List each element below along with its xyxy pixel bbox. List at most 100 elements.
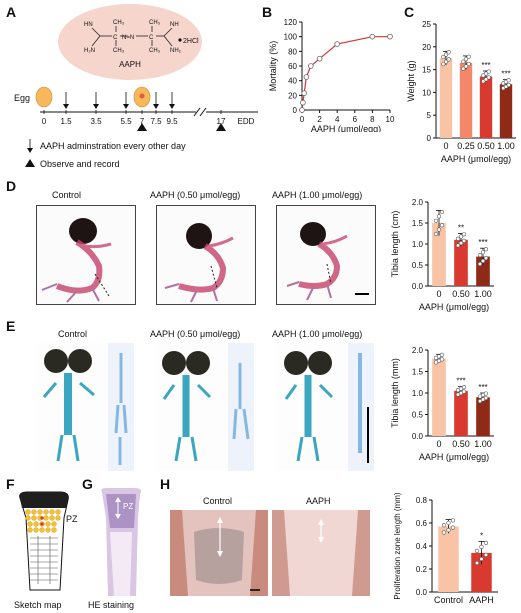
panel-label-c: C bbox=[404, 4, 415, 20]
data-point bbox=[486, 69, 491, 74]
mortality-point bbox=[369, 33, 376, 40]
timeline-tick-label: 7.5 bbox=[150, 117, 162, 126]
proliferation-cells bbox=[25, 509, 61, 533]
observe-triangle-2 bbox=[216, 123, 226, 131]
significance-label: *** bbox=[456, 377, 465, 386]
y-tick-label: 1.0 bbox=[412, 389, 424, 398]
x-tick-label: 10 bbox=[386, 115, 395, 124]
histology-control bbox=[170, 510, 268, 596]
x-tick-label: 0 bbox=[443, 141, 448, 151]
timeline-tick-label: 5.5 bbox=[120, 117, 132, 126]
legend-arrow-icon bbox=[27, 148, 33, 153]
data-point bbox=[433, 231, 439, 237]
y-axis-label: Mortality (%) bbox=[268, 41, 278, 92]
data-point bbox=[480, 258, 486, 264]
data-point bbox=[466, 61, 471, 67]
data-point bbox=[441, 530, 447, 535]
y-tick-label: 0.2 bbox=[416, 565, 428, 574]
x-tick-label: 1.00 bbox=[474, 289, 492, 299]
data-point bbox=[441, 523, 447, 528]
y-tick-label: 80 bbox=[288, 47, 297, 56]
y-axis-label: Proliferation zone length (mm) bbox=[393, 492, 402, 599]
data-point bbox=[461, 232, 467, 237]
bar bbox=[438, 526, 459, 592]
observe-triangle-1 bbox=[137, 123, 147, 131]
timeline-tick-label: 17 bbox=[217, 117, 226, 126]
panel-e-title-050: AAPH (0.50 μmol/egg) bbox=[150, 329, 241, 339]
data-point bbox=[486, 75, 491, 80]
panel-a-schematic: HN H₂N C N=N C CH₃ CH₃ CH₃ CH₃ NH NH₂ 2H… bbox=[14, 4, 258, 169]
bar bbox=[439, 58, 453, 139]
y-tick-label: 0.6 bbox=[416, 519, 428, 528]
skeleton-photo-control bbox=[36, 205, 136, 305]
data-point bbox=[436, 227, 442, 232]
data-point bbox=[439, 357, 445, 362]
y-tick-label: 10 bbox=[422, 88, 431, 97]
sketch-map-diagram bbox=[19, 491, 69, 591]
legend-arrow-text: AAPH adminstration every other day bbox=[40, 141, 186, 151]
data-point bbox=[458, 241, 464, 246]
data-point bbox=[461, 238, 467, 244]
y-tick-label: 0.0 bbox=[416, 588, 428, 597]
bar bbox=[479, 76, 493, 138]
significance-label: *** bbox=[478, 238, 487, 247]
bar bbox=[432, 223, 446, 286]
y-tick-label: 1.5 bbox=[412, 219, 424, 228]
bar bbox=[476, 397, 490, 436]
y-tick-label: 1.5 bbox=[412, 368, 424, 377]
y-axis-label: Tibia length (cm) bbox=[390, 211, 400, 278]
svg-text:CH₃: CH₃ bbox=[113, 48, 125, 54]
bar bbox=[459, 62, 473, 139]
x-tick-label: 4 bbox=[335, 115, 340, 124]
panel-h-title-aaph: AAPH bbox=[306, 496, 331, 506]
timeline-tick-label: EDD bbox=[238, 117, 255, 126]
significance-label: *** bbox=[501, 70, 510, 79]
svg-text:CH₃: CH₃ bbox=[149, 48, 161, 54]
y-tick-label: 100 bbox=[284, 33, 298, 42]
data-point bbox=[443, 59, 449, 64]
egg-label: Egg bbox=[14, 93, 30, 103]
data-point bbox=[477, 261, 483, 267]
panel-label-e: E bbox=[6, 318, 16, 334]
mortality-point bbox=[300, 99, 306, 106]
mortality-point bbox=[316, 55, 323, 62]
data-point bbox=[450, 525, 456, 530]
panel-label-g: G bbox=[82, 476, 93, 492]
sketch-pz-label: PZ bbox=[66, 514, 78, 524]
y-tick-label: 0.5 bbox=[412, 261, 424, 270]
skeleton-photo-050 bbox=[156, 205, 256, 305]
svg-text:CH₃: CH₃ bbox=[113, 20, 125, 26]
mortality-point bbox=[387, 33, 393, 40]
significance-label: * bbox=[480, 531, 483, 540]
data-point bbox=[479, 556, 484, 562]
x-tick-label: 0 bbox=[436, 289, 441, 299]
data-point bbox=[439, 209, 445, 215]
panel-h-title-control: Control bbox=[203, 496, 233, 506]
x-axis-label: AAPH (μmol/egg) bbox=[419, 452, 489, 462]
histology-aaph bbox=[272, 510, 370, 596]
timeline-tick-label: 9.5 bbox=[166, 117, 178, 126]
svg-text:C: C bbox=[149, 35, 154, 41]
timeline-tick-label: 1.5 bbox=[60, 117, 72, 126]
salt-label: 2HCl bbox=[183, 38, 199, 45]
data-point bbox=[450, 518, 456, 523]
bar bbox=[454, 239, 468, 286]
panel-label-f: F bbox=[6, 476, 15, 492]
bar bbox=[499, 84, 513, 138]
he-staining-image bbox=[101, 488, 142, 596]
data-point bbox=[466, 54, 471, 59]
significance-label: *** bbox=[478, 383, 487, 392]
data-point bbox=[506, 82, 511, 88]
y-tick-label: 5 bbox=[427, 111, 432, 120]
stained-photo-100 bbox=[276, 343, 374, 471]
panel-d-title-050: AAPH (0.50 μmol/egg) bbox=[150, 190, 241, 200]
panel-label-h: H bbox=[160, 476, 171, 492]
data-point bbox=[441, 62, 446, 67]
significance-label: ** bbox=[458, 224, 464, 233]
panel-label-a: A bbox=[6, 4, 17, 20]
tibia-cm-chart: 0.0 0.5 1.0 1.5 2.0 0 ** 0.50 *** 1.00 Tibia lengt… bbox=[390, 198, 494, 312]
data-point bbox=[483, 395, 489, 401]
y-tick-label: 120 bbox=[284, 18, 298, 27]
sketch-map-caption: Sketch map bbox=[14, 600, 62, 610]
data-point bbox=[483, 540, 489, 545]
